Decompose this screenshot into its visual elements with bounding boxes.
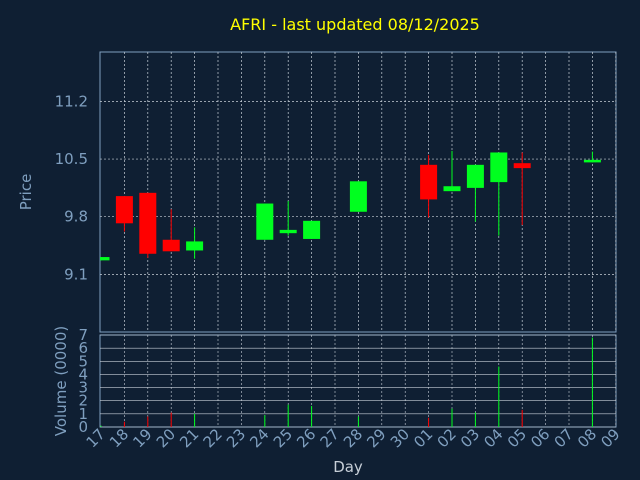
candle-body: [279, 229, 297, 234]
candle-26: [303, 220, 321, 239]
candle-08: [583, 151, 601, 163]
candle-01: [420, 154, 438, 218]
candle-body: [162, 239, 180, 252]
candle-body: [513, 163, 531, 169]
x-tick-label: 06: [527, 425, 553, 451]
volume-tick-label: 0: [78, 418, 88, 436]
volume-tick-label: 4: [78, 365, 88, 383]
volume-tick-label: 1: [78, 405, 88, 423]
candle-21: [186, 227, 204, 259]
volume-axis-label: Volume (0000): [52, 326, 70, 436]
candle-body: [420, 164, 438, 200]
candle-body: [115, 196, 133, 224]
x-tick-label: 19: [129, 425, 155, 451]
x-tick-label: 20: [153, 425, 179, 451]
volume-tick-label: 7: [78, 326, 88, 344]
candle-body: [100, 257, 110, 261]
candle-24: [256, 203, 274, 240]
x-tick-label: 09: [597, 425, 623, 451]
candle-28: [349, 181, 367, 212]
chart-title: AFRI - last updated 08/12/2025: [230, 15, 480, 34]
price-panel: 9.1 9.8 10.5 11.2 Price: [17, 51, 617, 333]
x-tick-label: 03: [457, 425, 483, 451]
volume-tick-label: 5: [78, 352, 88, 370]
candle-body: [186, 241, 204, 251]
x-axis-label: Day: [333, 458, 363, 476]
x-tick-label: 08: [574, 425, 600, 451]
price-axis-label: Price: [17, 174, 35, 211]
x-tick-label: 18: [106, 425, 132, 451]
candle-body: [256, 203, 274, 240]
x-tick-label: 05: [504, 425, 530, 451]
x-tick-label: 28: [340, 425, 366, 451]
candle-18: [115, 196, 133, 232]
candle-body: [583, 159, 601, 163]
volume-plot-frame: [99, 334, 617, 428]
x-tick-label: 01: [410, 425, 436, 451]
volume-tick-label: 2: [78, 392, 88, 410]
price-candles: [100, 150, 601, 261]
candle-body: [466, 164, 484, 188]
x-tick-label: 29: [363, 425, 389, 451]
x-tick-labels: 1718192021222324252627282930010203040506…: [83, 425, 624, 451]
volume-tick-label: 6: [78, 339, 88, 357]
candle-25: [279, 201, 297, 236]
candle-body: [303, 220, 321, 239]
candle-body: [139, 192, 157, 254]
volume-tick-label: 3: [78, 379, 88, 397]
x-tick-label: 04: [480, 425, 506, 451]
price-tick-label: 9.8: [64, 208, 88, 226]
candle-body: [490, 152, 508, 183]
candle-17: [100, 257, 110, 261]
x-tick-label: 23: [223, 425, 249, 451]
x-tick-label: 26: [293, 425, 319, 451]
x-tick-label: 07: [551, 425, 577, 451]
volume-grid: [100, 334, 617, 428]
candle-03: [466, 164, 484, 222]
price-tick-label: 11.2: [55, 92, 88, 110]
x-tick-label: 30: [387, 425, 413, 451]
price-tick-labels: 9.1 9.8 10.5 11.2: [55, 92, 88, 283]
x-tick-label: 02: [434, 425, 460, 451]
candle-20: [162, 209, 180, 252]
x-tick-label: 22: [200, 425, 226, 451]
candle-02: [443, 150, 461, 192]
candle-04: [490, 152, 508, 236]
price-tick-label: 9.1: [64, 265, 88, 283]
candle-body: [443, 186, 461, 192]
price-tick-label: 10.5: [55, 150, 88, 168]
candle-body: [349, 181, 367, 212]
candle-19: [139, 192, 157, 258]
x-tick-label: 27: [317, 425, 343, 451]
price-grid: [100, 52, 617, 332]
x-tick-label: 24: [246, 425, 272, 451]
x-tick-label: 25: [270, 425, 296, 451]
candle-05: [513, 152, 531, 225]
x-tick-label: 21: [176, 425, 202, 451]
volume-bars: [100, 337, 593, 427]
